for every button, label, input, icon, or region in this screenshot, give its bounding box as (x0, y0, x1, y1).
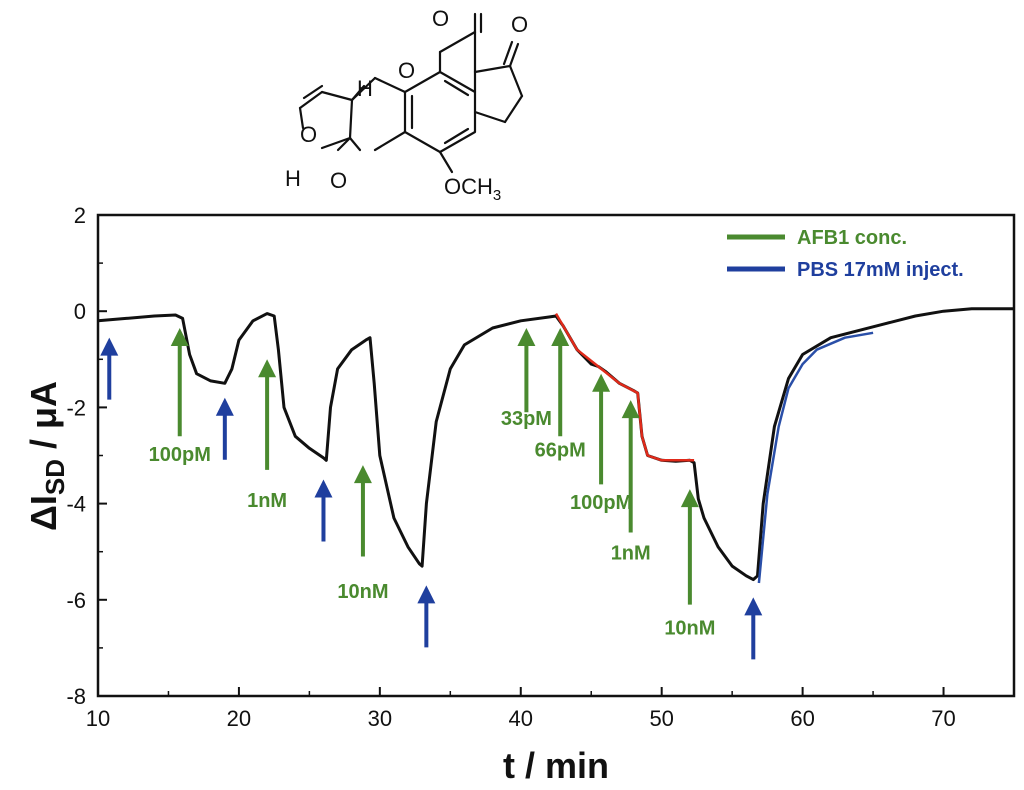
afb1-concentration-label: 1nM (247, 490, 287, 512)
furan-bond (373, 130, 407, 152)
legend: AFB1 conc. PBS 17mM inject. (727, 227, 964, 281)
y-axis-label: ΔISD / μA (23, 381, 70, 531)
series-current-trace (97, 307, 1014, 582)
pbs-injection-arrow (314, 479, 333, 542)
y-tick-label: 0 (74, 299, 86, 324)
x-tick-label: 70 (931, 706, 955, 731)
atom-label: O (398, 58, 415, 83)
x-tick-label: 30 (368, 706, 392, 731)
x-tick-label: 20 (227, 706, 251, 731)
carbonyl-bond (508, 42, 520, 68)
afb1-arrow (170, 328, 189, 437)
furan-bond (302, 84, 324, 100)
furan-bond (320, 90, 354, 102)
series-fit-blue (757, 331, 874, 584)
furan-bond (298, 90, 324, 110)
series-fit-red (554, 312, 695, 462)
furan-bond (373, 76, 407, 94)
arrow-head (744, 597, 763, 616)
afb1-concentration-label: 66pM (535, 439, 586, 461)
afb1-concentration-label: 1nM (611, 543, 651, 565)
methoxy-label: OCH3 (444, 174, 501, 204)
atom-label: O (511, 12, 528, 37)
atom-label: H (285, 166, 301, 191)
x-tick-label: 40 (509, 706, 533, 731)
afb1-concentration-label: 100pM (570, 492, 632, 514)
afb1-arrow (353, 465, 372, 557)
ring-bond (473, 64, 512, 74)
molecule-structure (298, 12, 524, 174)
pbs-injection-arrow (417, 585, 436, 648)
aromatic-bond (443, 127, 470, 145)
furan-bond (348, 136, 362, 152)
afb1-arrow (621, 400, 640, 533)
molecule-atom-labels: O O O O O H H OCH3 (285, 6, 528, 204)
afb1-arrow (258, 359, 277, 470)
afb1-concentration-label: 100pM (149, 444, 211, 466)
arrow-head (680, 489, 699, 508)
ring-bond (503, 94, 524, 124)
aromatic-bond (443, 79, 470, 97)
lactone-bond (438, 30, 477, 54)
afb1-arrow (592, 373, 611, 485)
arrow-head (353, 465, 372, 484)
benzene-ring (403, 70, 477, 154)
atom-label: O (432, 6, 449, 31)
legend-afb1-label: AFB1 conc. (797, 227, 907, 249)
furan-bond (348, 98, 354, 140)
series-layer (97, 307, 1014, 584)
axis-ticks: 10 20 30 40 50 60 70 -8 -6 -4 -2 0 2 (66, 203, 955, 731)
x-tick-label: 50 (649, 706, 673, 731)
afb1-arrow (680, 489, 699, 605)
ring-bond (473, 110, 507, 124)
arrow-head (517, 328, 536, 347)
arrow-head (592, 373, 611, 392)
stereo-bond (336, 136, 352, 152)
furan-bond (320, 136, 352, 150)
afb1-concentration-label: 10nM (337, 581, 388, 603)
atom-label: H (357, 76, 373, 101)
x-axis-label: t / min (503, 745, 609, 786)
y-tick-label: -4 (66, 492, 86, 517)
atom-label: O (300, 122, 317, 147)
afb1-concentration-label: 10nM (664, 617, 715, 639)
arrow-head (215, 397, 234, 416)
arrow-head (314, 479, 333, 498)
y-tick-label: -6 (66, 588, 86, 613)
arrow-head (551, 328, 570, 347)
arrow-head (621, 400, 640, 419)
methoxy-bond (438, 150, 454, 174)
pbs-injection-arrow (100, 337, 119, 400)
afb1-arrow (517, 328, 536, 413)
pbs-injection-arrow (215, 397, 234, 460)
pbs-injection-arrow (744, 597, 763, 660)
arrow-head (170, 328, 189, 347)
y-tick-label: 2 (74, 203, 86, 228)
ring-bond (508, 64, 524, 98)
stereo-bond (350, 84, 366, 102)
carbonyl-bond (502, 40, 514, 66)
atom-label: O (330, 168, 347, 193)
afb1-arrow (551, 328, 570, 437)
annotation-layer: 100pM 1nM 10nM 33pM 66pM 100pM 1nM 10nM (100, 328, 763, 660)
x-tick-label: 60 (790, 706, 814, 731)
x-tick-label: 10 (86, 706, 110, 731)
y-tick-label: -8 (66, 684, 86, 709)
furan-bond (298, 106, 305, 130)
arrow-head (417, 585, 436, 604)
arrow-head (100, 337, 119, 356)
arrow-head (258, 359, 277, 378)
legend-pbs-label: PBS 17mM inject. (797, 259, 964, 281)
afb1-concentration-label: 33pM (501, 408, 552, 430)
y-tick-label: -2 (66, 395, 86, 420)
